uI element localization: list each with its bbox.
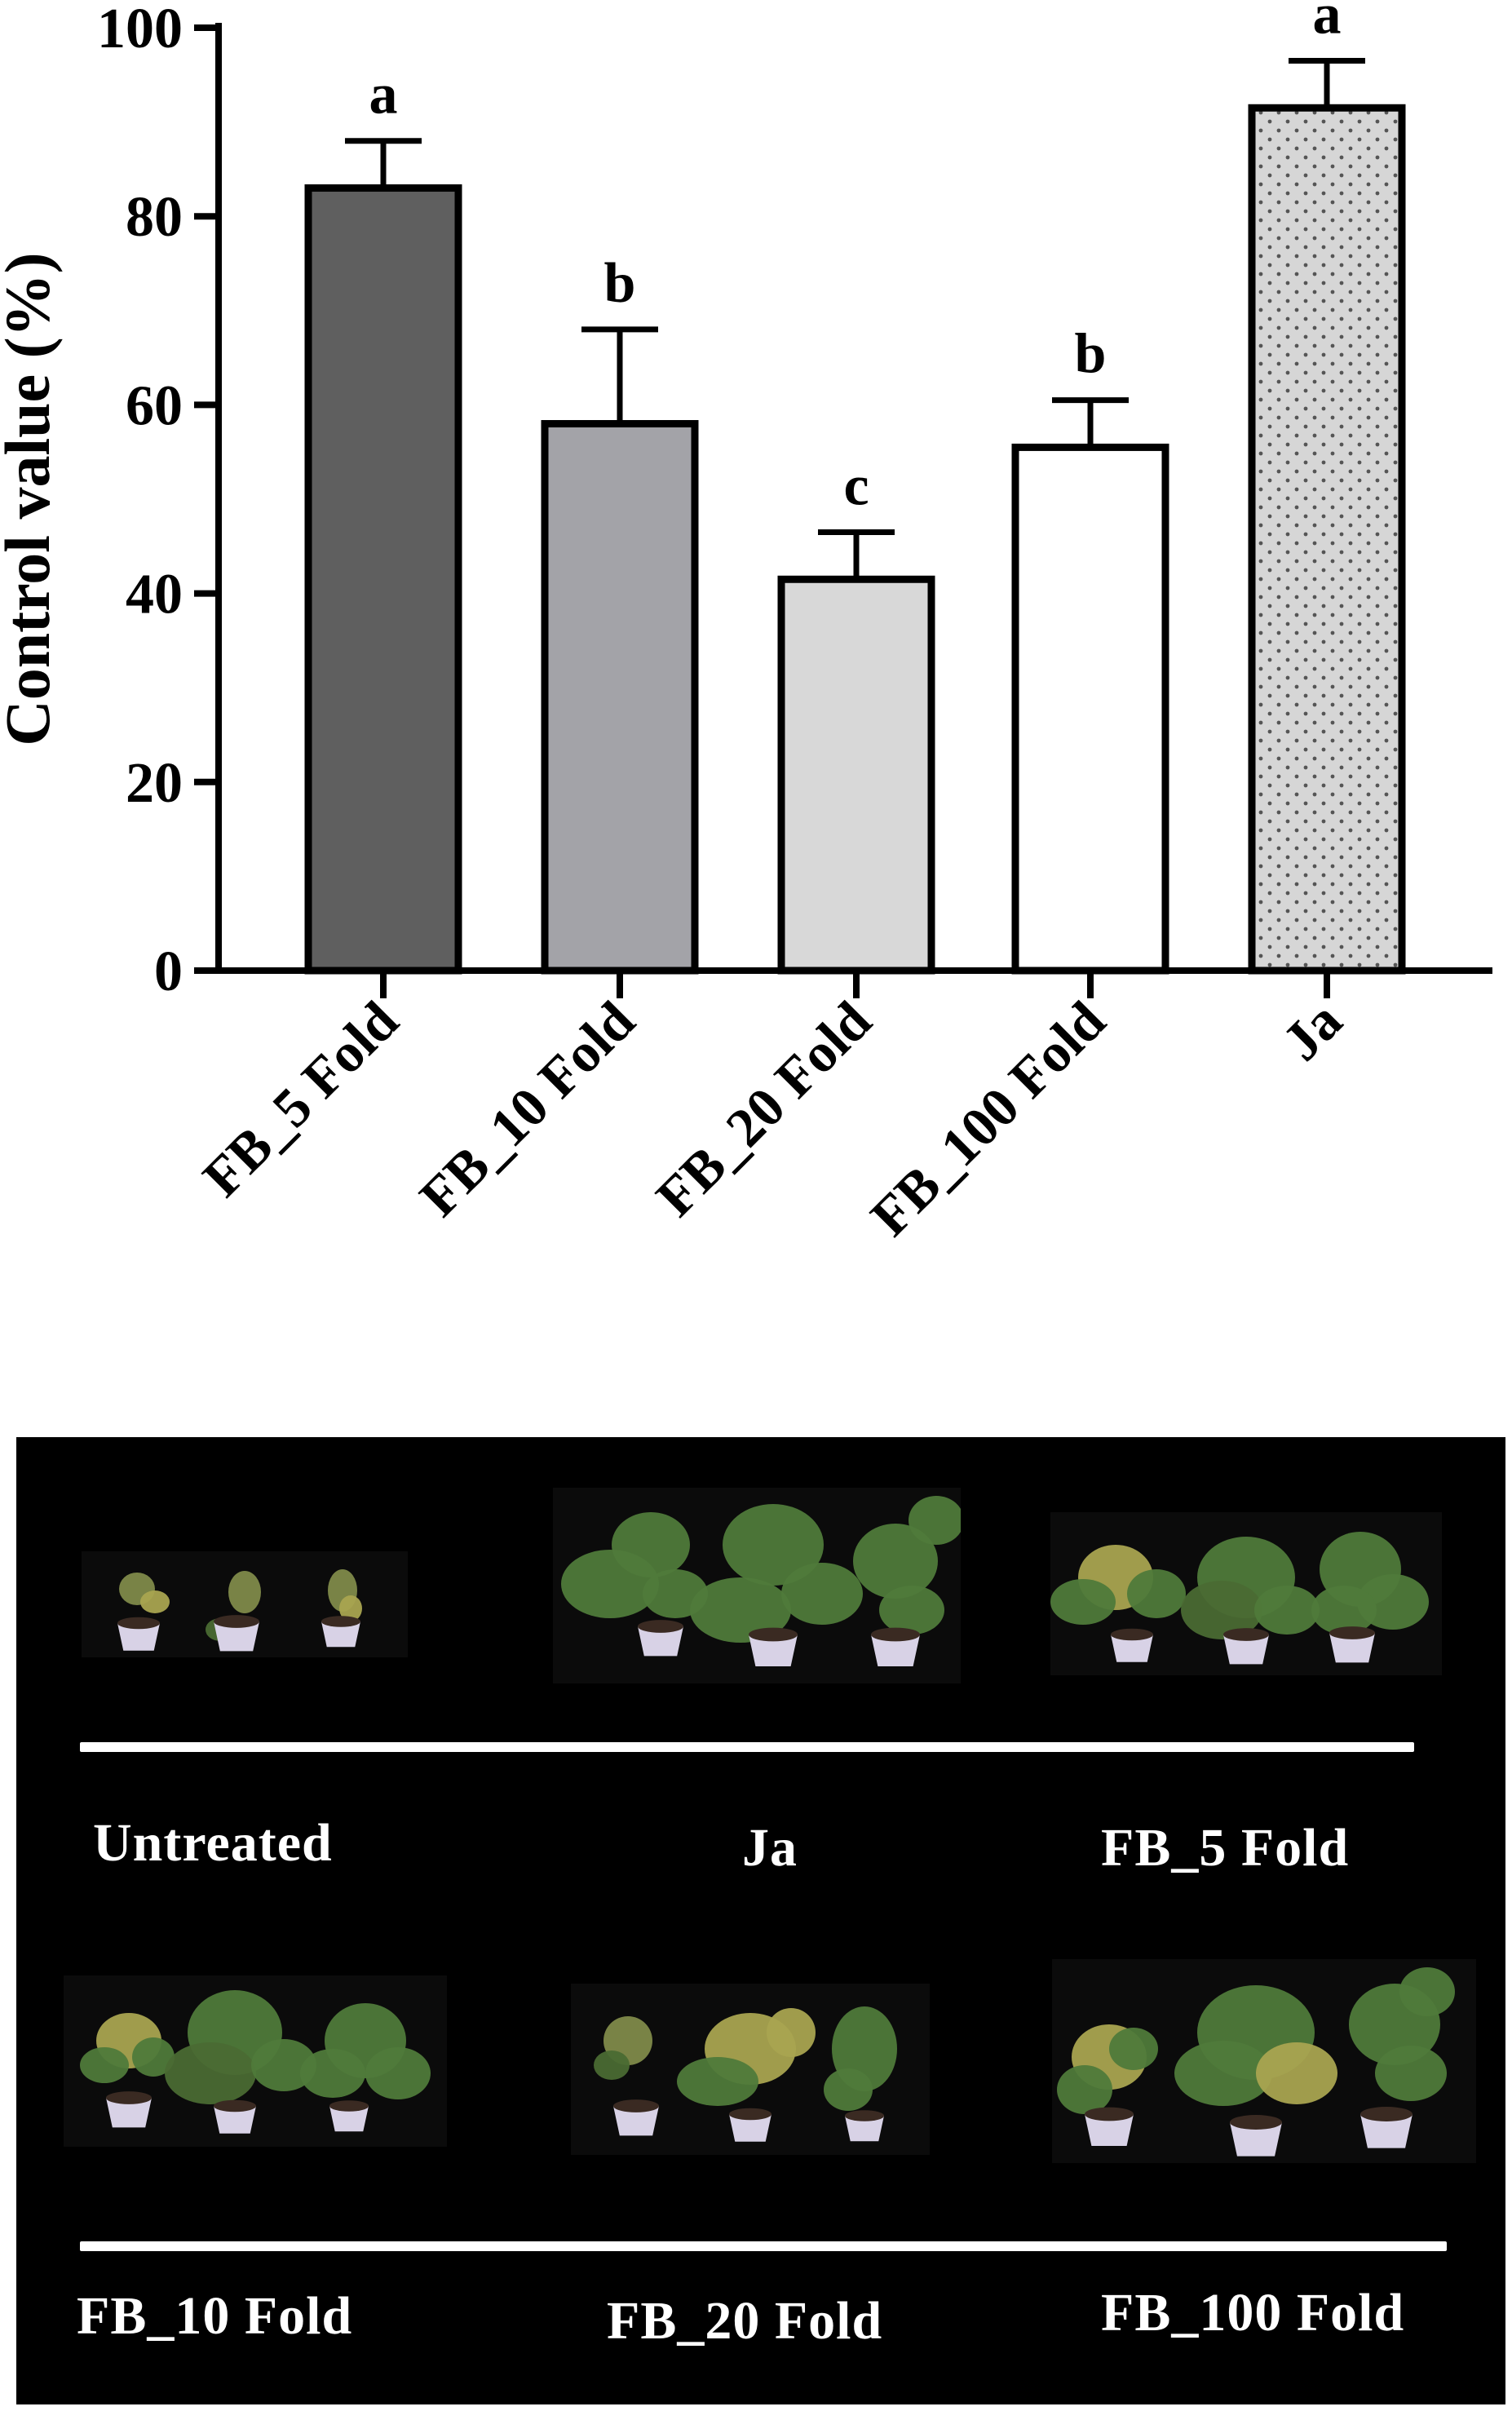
y-axis-title: Control value (%): [0, 252, 63, 745]
bar-1: [304, 184, 462, 975]
photo-fb100: [1052, 1959, 1476, 2163]
significance-letter-1: a: [369, 64, 398, 126]
bar-5: [1248, 104, 1406, 975]
significance-letter-5: a: [1313, 0, 1342, 46]
x-tick-label-2: FB_10 Fold: [408, 989, 647, 1228]
y-tick-label-20: 20: [126, 752, 183, 815]
y-tick-label-100: 100: [97, 0, 183, 60]
bar-4: [1011, 443, 1169, 975]
photo-ja: [553, 1488, 961, 1683]
bars: [304, 57, 1406, 975]
photo-fb10: [64, 1975, 447, 2147]
x-tick-label-4: FB_100 Fold: [859, 989, 1117, 1248]
label-fb5: FB_5 Fold: [1101, 1818, 1350, 1878]
x-tick-label-1: FB_5 Fold: [191, 989, 410, 1209]
label-fb100: FB_100 Fold: [1101, 2283, 1405, 2342]
label-fb20: FB_20 Fold: [607, 2291, 883, 2351]
x-tick-label-3: FB_20 Fold: [644, 989, 883, 1228]
y-tick-label-60: 60: [126, 374, 183, 437]
significance-letter-3: c: [843, 454, 869, 517]
bar-chart: 0 20 40 60 80 100 Control value (%) a FB_5 Fold b…: [0, 0, 1492, 1248]
plant-photo-panel: Untreated Ja FB_5 Fold FB_10 Fold FB_20 …: [16, 1437, 1505, 2404]
label-untreated: Untreated: [93, 1813, 333, 1873]
photo-fb5: [1050, 1512, 1442, 1675]
y-tick-label-0: 0: [154, 940, 183, 1003]
x-tick-label-5: Ja: [1271, 989, 1354, 1073]
photo-fb20: [571, 1984, 930, 2155]
y-tick-label-40: 40: [126, 564, 183, 626]
photo-untreated: [82, 1551, 408, 1657]
row1-divider: [80, 1742, 1414, 1752]
bar-2: [541, 420, 699, 975]
label-ja: Ja: [742, 1818, 798, 1878]
row2-divider: [80, 2241, 1447, 2251]
label-fb10: FB_10 Fold: [77, 2286, 353, 2346]
y-tick-label-80: 80: [126, 186, 183, 249]
significance-letter-4: b: [1075, 323, 1107, 386]
significance-letter-2: b: [604, 252, 636, 315]
bar-3: [777, 575, 935, 975]
